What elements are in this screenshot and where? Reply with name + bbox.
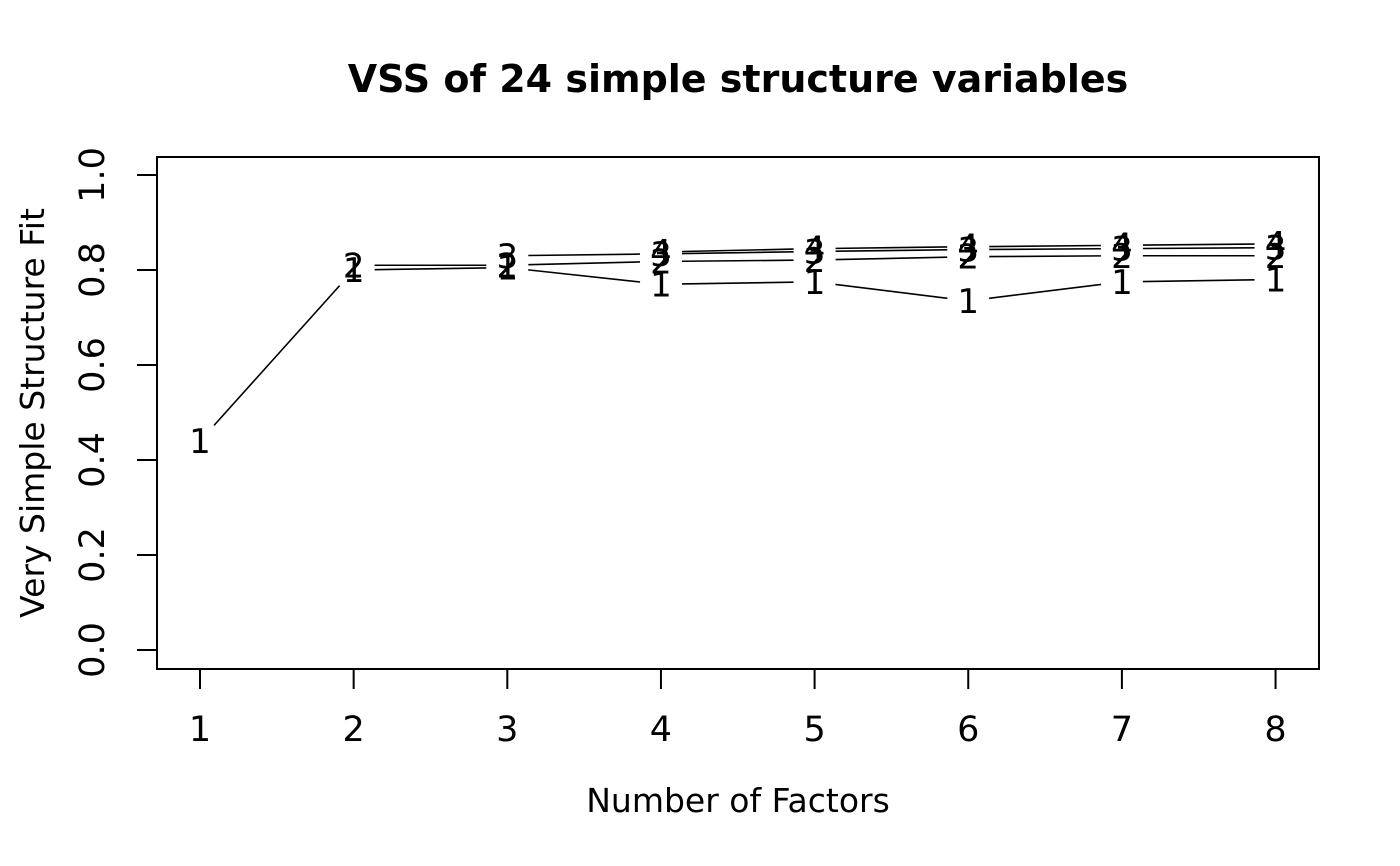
vss-point-label: 4 [1111, 226, 1133, 266]
vss-point-label: 4 [650, 233, 672, 273]
vss-line-segment [1142, 247, 1255, 250]
vss-point-label: 3 [496, 237, 518, 277]
y-tick-label: 0.8 [73, 242, 113, 298]
axes-layer: 0.00.20.40.60.81.01 2 3 4 5 6 7 8 [73, 147, 1287, 750]
vss-line-segment [681, 259, 794, 263]
vss-point-label: 2 [496, 246, 518, 286]
vss-point-label: 4 [804, 230, 826, 270]
vss-line-segment [374, 267, 487, 271]
vss-point-label: 1 [343, 251, 365, 291]
vss-line-segment [681, 281, 794, 285]
y-tick-label: 0.4 [73, 432, 113, 488]
vss-point-label: 2 [1111, 237, 1133, 277]
vss-line-segment [835, 256, 948, 261]
vss-line-segment [988, 283, 1102, 300]
vss-point-label: 1 [957, 282, 979, 322]
plot-box [156, 156, 1320, 670]
vss-point-label: 1 [804, 263, 826, 303]
vss-point-label: 1 [1111, 263, 1133, 303]
vss-line-segment [989, 244, 1101, 248]
vss-point-label: 3 [1265, 229, 1287, 269]
vss-point-label: 2 [804, 241, 826, 281]
x-tick-label: 6 [957, 710, 979, 750]
vss-point-label: 1 [1265, 261, 1287, 301]
x-tick-label: 8 [1264, 710, 1286, 750]
chart-title: VSS of 24 simple structure variables [348, 57, 1129, 101]
vss-point-label: 2 [957, 238, 979, 278]
x-tick-label: 2 [343, 710, 365, 750]
vss-line-segment [1142, 243, 1255, 246]
vss-point-label: 1 [189, 422, 211, 462]
vss-point-label: 1 [496, 249, 518, 289]
vss-line-segment [835, 246, 948, 250]
vss-line-segment [681, 248, 794, 253]
y-tick-label: 0.6 [73, 337, 113, 393]
series-layer: 11 1 1 1 1 1 12 2 2 2 2 2 23 3 3 3 3 34 4 4 4 4 [189, 225, 1286, 462]
y-tick-label: 0.0 [73, 622, 113, 678]
x-tick-label: 1 [189, 710, 211, 750]
vss-line-segment [528, 261, 640, 266]
vss-line-segment [1142, 279, 1255, 283]
vss-line-segment [835, 249, 948, 253]
x-tick-label: 4 [650, 710, 672, 750]
vss-line-segment [213, 285, 341, 426]
y-axis-title: Very Simple Structure Fit [13, 208, 52, 618]
vss-point-label: 2 [650, 242, 672, 282]
x-tick-label: 5 [803, 710, 825, 750]
vss-point-label: 3 [650, 235, 672, 275]
y-tick-label: 0.2 [73, 527, 113, 583]
vss-point-label: 3 [1111, 230, 1133, 270]
vss-line-segment [681, 250, 794, 255]
vss-point-label: 1 [650, 265, 672, 305]
vss-point-label: 3 [804, 232, 826, 272]
vss-line-segment [989, 255, 1101, 258]
vss-point-label: 2 [1265, 237, 1287, 277]
vss-line-segment [528, 253, 640, 257]
vss-line-segment [528, 269, 641, 283]
vss-point-label: 4 [1265, 225, 1287, 265]
vss-line-segment [989, 247, 1101, 251]
vss-point-label: 3 [957, 231, 979, 271]
x-tick-label: 7 [1111, 710, 1133, 750]
vss-point-label: 4 [957, 228, 979, 268]
vss-line-segment [835, 283, 948, 300]
vss-point-label: 2 [343, 246, 365, 286]
x-axis-title: Number of Factors [586, 781, 890, 820]
x-tick-label: 3 [496, 710, 518, 750]
y-tick-label: 1.0 [73, 147, 113, 203]
